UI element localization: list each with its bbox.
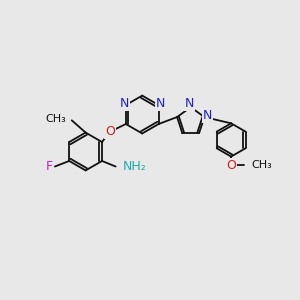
Text: F: F bbox=[45, 160, 52, 173]
Text: N: N bbox=[202, 110, 212, 122]
Text: CH₃: CH₃ bbox=[251, 160, 272, 170]
Text: CH₃: CH₃ bbox=[45, 114, 66, 124]
Text: O: O bbox=[105, 125, 115, 138]
Text: N: N bbox=[185, 97, 194, 110]
Text: N: N bbox=[156, 97, 165, 110]
Text: O: O bbox=[226, 159, 236, 172]
Text: N: N bbox=[119, 97, 129, 110]
Text: NH₂: NH₂ bbox=[123, 160, 146, 173]
